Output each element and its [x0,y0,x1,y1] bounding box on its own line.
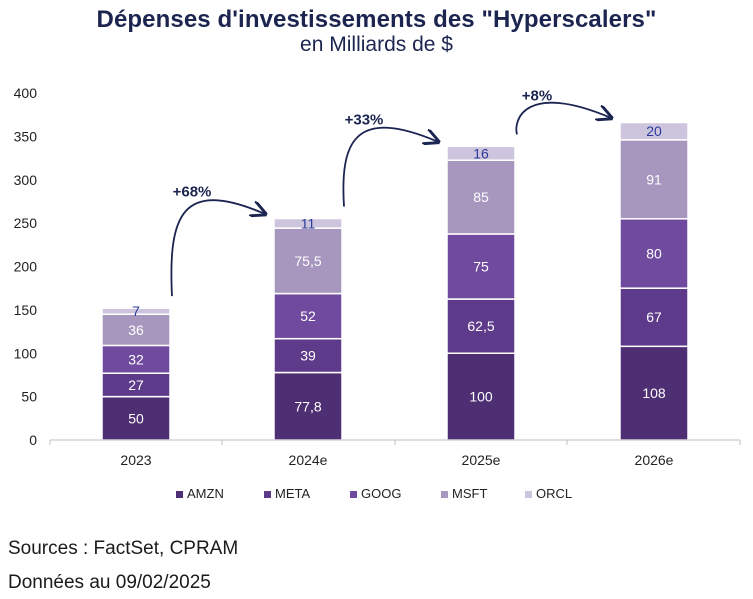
y-tick-label: 250 [14,215,38,231]
bar-segment-goog [101,344,171,374]
y-tick-label: 100 [14,345,38,361]
data-label: 77,8 [294,398,321,414]
data-label: 39 [300,348,316,364]
y-tick-label: 150 [14,302,38,318]
legend-swatch [264,491,271,498]
growth-arrow [342,126,437,207]
y-tick-label: 300 [14,172,38,188]
bar-segment-msft [273,227,343,295]
data-label: 36 [128,322,144,338]
y-tick-label: 400 [14,85,38,101]
data-label: 80 [646,245,662,261]
data-label: 32 [128,351,144,367]
growth-label: +8% [522,87,552,104]
legend-swatch [441,491,448,498]
bar-segment-msft [619,139,689,220]
data-label: 27 [128,377,144,393]
data-label: 50 [128,410,144,426]
y-tick-label: 50 [21,389,37,405]
legend-label: ORCL [536,486,572,501]
chart-subtitle: en Milliards de $ [300,33,453,56]
legend-swatch [350,491,357,498]
data-label: 108 [642,385,666,401]
data-label: 11 [301,215,316,231]
bar-segment-orcl [273,217,343,229]
bar-segment-msft [446,159,516,235]
data-label: 20 [646,123,662,139]
data-label: 67 [646,309,662,325]
data-label: 91 [646,171,662,187]
bar-segment-orcl [619,121,689,141]
bar-segment-goog [446,233,516,300]
data-label: 75 [473,259,489,275]
data-label: 85 [473,189,489,205]
data-label: 7 [132,303,140,319]
data-label: 75,5 [294,253,321,269]
data-date-note: Données au 09/02/2025 [8,572,211,593]
growth-arrow [515,101,610,135]
data-label: 16 [473,145,489,161]
legend-swatch [525,491,532,498]
legend-label: META [275,486,310,501]
y-tick-label: 350 [14,128,38,144]
bar-segment-orcl [446,145,516,161]
legend-label: MSFT [452,486,487,501]
bar-segment-meta [619,287,689,348]
data-label: 52 [300,308,316,324]
bar-segment-amzn [619,345,689,441]
bar-segment-goog [619,218,689,289]
source-note: Sources : FactSet, CPRAM [8,538,239,559]
legend-label: GOOG [361,486,401,501]
y-tick-label: 0 [29,432,37,448]
x-tick-label: 2026e [635,452,674,468]
growth-arrow [170,199,264,297]
stacked-bar-chart: 0 50 100 150 200 250 300 350 400 50 27 32 36 7 77,8 39… [14,85,741,501]
bar-segment-orcl [101,307,171,315]
growth-label: +68% [173,184,212,201]
data-label: 62,5 [467,318,494,334]
y-tick-label: 200 [14,259,38,275]
chart-title: Dépenses d'investissements des "Hypersca… [96,6,657,33]
x-tick-label: 2023 [120,452,151,468]
legend-label: AMZN [187,486,224,501]
x-tick-label: 2024e [289,452,328,468]
x-tick-label: 2025e [462,452,501,468]
growth-label: +33% [345,111,384,128]
data-label: 100 [469,389,493,405]
legend-swatch [176,491,183,498]
